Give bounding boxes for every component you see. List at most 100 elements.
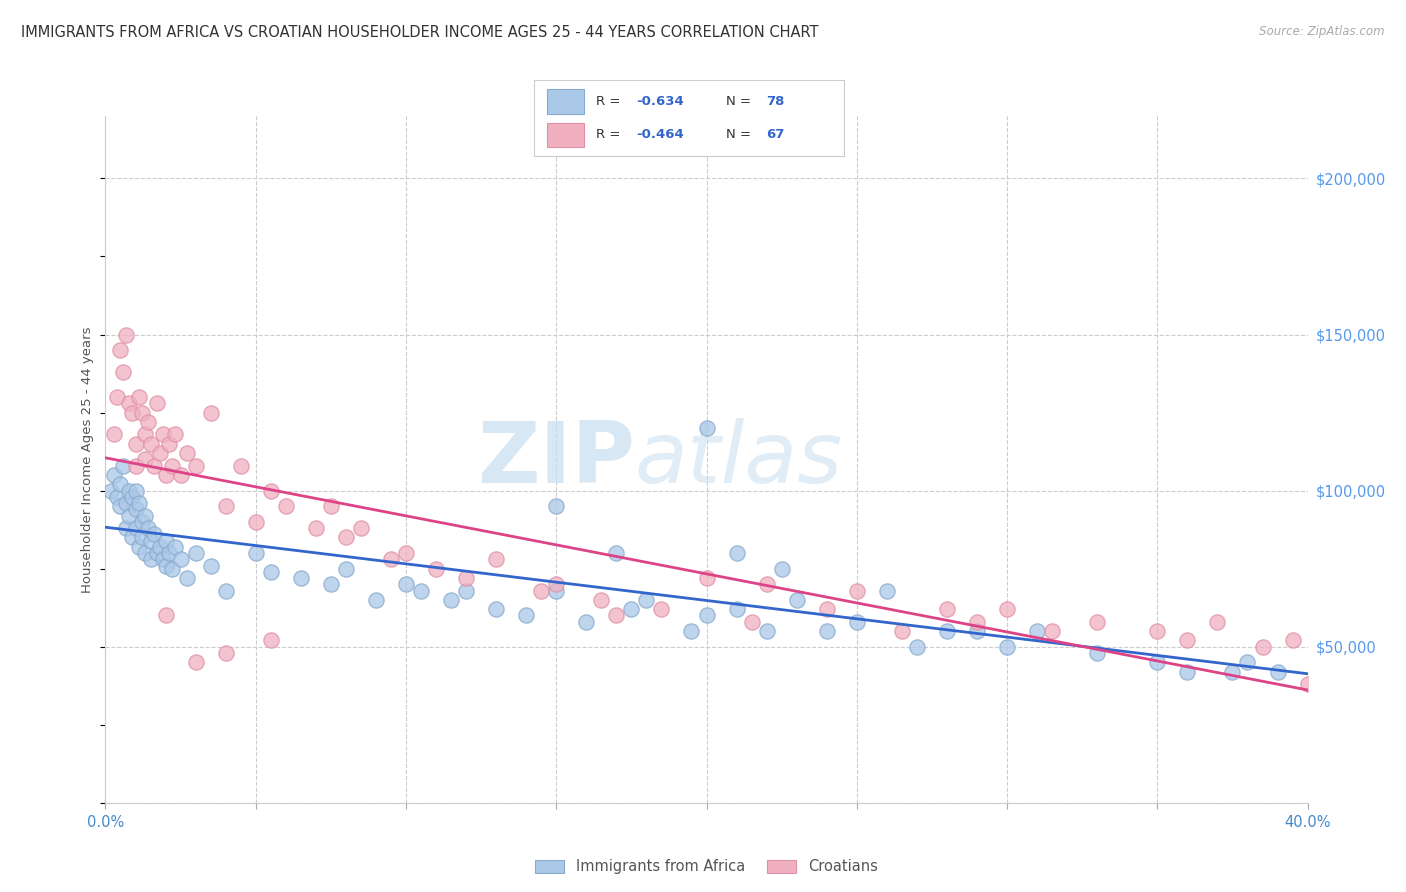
Text: IMMIGRANTS FROM AFRICA VS CROATIAN HOUSEHOLDER INCOME AGES 25 - 44 YEARS CORRELA: IMMIGRANTS FROM AFRICA VS CROATIAN HOUSE…	[21, 25, 818, 40]
Point	[1281, 633, 1303, 648]
Point	[274, 500, 297, 514]
Text: -0.634: -0.634	[637, 95, 685, 108]
Point	[1175, 633, 1198, 648]
Point	[260, 633, 283, 648]
Text: N =: N =	[725, 95, 755, 108]
Point	[890, 624, 912, 639]
Point	[139, 552, 162, 566]
Point	[134, 508, 156, 523]
Point	[128, 390, 150, 404]
Point	[148, 446, 170, 460]
Point	[696, 571, 718, 585]
Point	[605, 546, 627, 560]
Point	[155, 468, 177, 483]
Point	[110, 500, 132, 514]
Point	[103, 427, 125, 442]
Point	[995, 640, 1018, 654]
Point	[456, 583, 478, 598]
Point	[546, 583, 568, 598]
Point	[176, 446, 198, 460]
Point	[845, 615, 868, 629]
Point	[530, 583, 553, 598]
Point	[741, 615, 763, 629]
Point	[650, 602, 672, 616]
Point	[169, 468, 191, 483]
Point	[121, 490, 143, 504]
Point	[110, 343, 132, 358]
Point	[139, 533, 162, 548]
Point	[131, 515, 153, 529]
Point	[876, 583, 898, 598]
Point	[575, 615, 598, 629]
Point	[485, 552, 508, 566]
Point	[425, 562, 447, 576]
Text: R =: R =	[596, 128, 624, 141]
Point	[157, 546, 180, 560]
Point	[115, 496, 138, 510]
Point	[107, 390, 129, 404]
Point	[112, 458, 135, 473]
Point	[1146, 624, 1168, 639]
Point	[546, 500, 568, 514]
Point	[107, 490, 129, 504]
Point	[118, 508, 141, 523]
Point	[100, 483, 122, 498]
Point	[1085, 646, 1108, 660]
Point	[124, 437, 146, 451]
Point	[1296, 677, 1319, 691]
Point	[163, 540, 186, 554]
Text: N =: N =	[725, 128, 755, 141]
Point	[136, 521, 159, 535]
Point	[157, 437, 180, 451]
Point	[636, 593, 658, 607]
Point	[1267, 665, 1289, 679]
Point	[335, 562, 357, 576]
Point	[169, 552, 191, 566]
Point	[995, 602, 1018, 616]
Point	[131, 530, 153, 544]
Point	[115, 521, 138, 535]
Point	[1175, 665, 1198, 679]
Point	[305, 521, 328, 535]
Point	[591, 593, 613, 607]
Point	[121, 406, 143, 420]
Point	[936, 624, 959, 639]
Point	[131, 406, 153, 420]
Text: -0.464: -0.464	[637, 128, 685, 141]
Point	[134, 427, 156, 442]
Point	[546, 577, 568, 591]
Point	[1026, 624, 1049, 639]
Point	[260, 483, 283, 498]
Point	[200, 406, 222, 420]
Point	[755, 577, 778, 591]
Point	[1040, 624, 1063, 639]
Point	[134, 546, 156, 560]
Point	[319, 500, 342, 514]
Point	[1222, 665, 1244, 679]
Point	[148, 540, 170, 554]
Point	[335, 530, 357, 544]
Point	[145, 396, 167, 410]
Point	[1236, 655, 1258, 669]
Point	[364, 593, 387, 607]
Y-axis label: Householder Income Ages 25 - 44 years: Householder Income Ages 25 - 44 years	[80, 326, 94, 592]
Point	[755, 624, 778, 639]
Point	[905, 640, 928, 654]
Point	[696, 421, 718, 435]
Point	[155, 533, 177, 548]
Point	[605, 608, 627, 623]
Text: 78: 78	[766, 95, 785, 108]
Point	[966, 615, 988, 629]
Point	[118, 396, 141, 410]
Point	[380, 552, 402, 566]
Point	[725, 546, 748, 560]
FancyBboxPatch shape	[547, 89, 583, 113]
Point	[1206, 615, 1229, 629]
Point	[124, 502, 146, 516]
Point	[136, 415, 159, 429]
Point	[620, 602, 643, 616]
Point	[845, 583, 868, 598]
Point	[936, 602, 959, 616]
Point	[184, 546, 207, 560]
Point	[515, 608, 537, 623]
